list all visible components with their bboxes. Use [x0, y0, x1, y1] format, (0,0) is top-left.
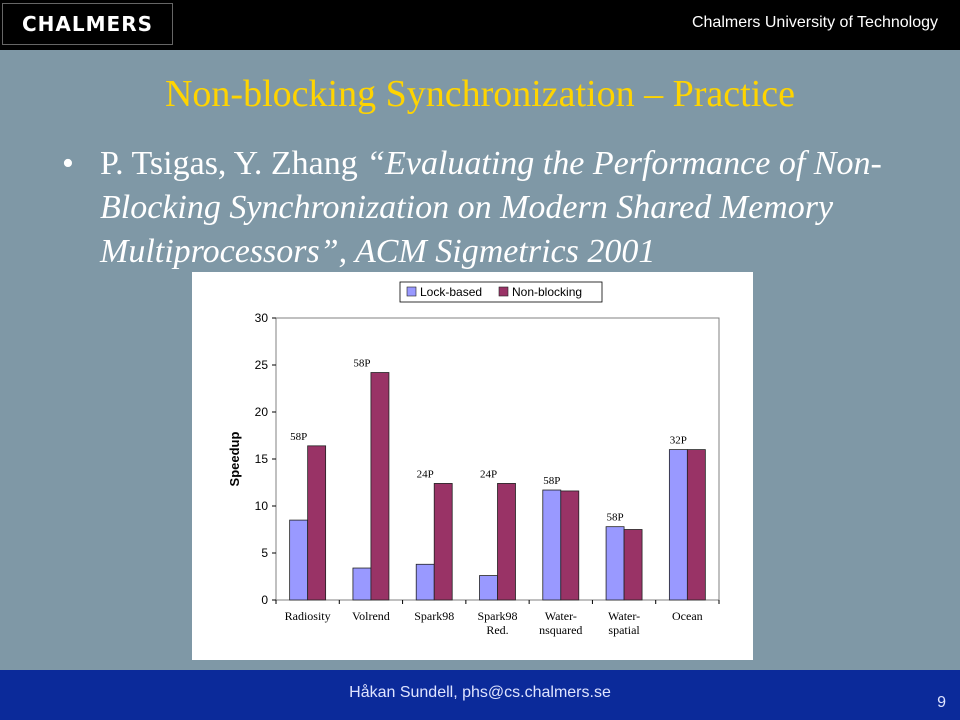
- bar-non-blocking: [623, 529, 643, 601]
- legend-label: Lock-based: [420, 285, 482, 299]
- category-label: Ocean: [672, 609, 703, 623]
- y-tick-label: 25: [255, 358, 269, 372]
- category-label: Spark98: [414, 609, 454, 623]
- processor-label: 58P: [543, 475, 560, 487]
- processor-label: 58P: [290, 431, 307, 443]
- category-label: Radiosity: [285, 609, 331, 623]
- legend-label: Non-blocking: [512, 285, 582, 299]
- legend-swatch: [498, 286, 509, 297]
- chart-legend: Lock-based Non-blocking: [399, 281, 603, 303]
- bar-non-blocking: [560, 490, 580, 601]
- chalmers-logo: CHALMERS: [2, 3, 173, 45]
- bar-non-blocking: [497, 483, 516, 601]
- bar-lock-based: [479, 575, 498, 601]
- plot-area: 0 5 10 15 20 25 30 Speedup 58P Radiosity 58P Volren…: [227, 311, 720, 637]
- y-tick-label: 5: [261, 546, 268, 560]
- chart-svg: Lock-based Non-blocking 0 5 10 15 20 25 30 Speed…: [227, 281, 720, 637]
- category-label: Water-nsquared: [539, 609, 582, 637]
- y-tick-label: 0: [261, 593, 268, 607]
- bar-non-blocking: [433, 483, 453, 601]
- processor-label: 24P: [417, 468, 434, 480]
- category-label: Volrend: [352, 609, 390, 623]
- y-axis-label: Speedup: [227, 431, 242, 486]
- legend-swatch: [406, 286, 417, 297]
- category-label: Water-spatial: [608, 609, 640, 637]
- footer-bar: Håkan Sundell, phs@cs.chalmers.se 9: [0, 670, 960, 720]
- bullet-item: • P. Tsigas, Y. Zhang “Evaluating the Pe…: [62, 142, 922, 274]
- page-number: 9: [937, 694, 946, 711]
- footer-author: Håkan Sundell, phs@cs.chalmers.se: [349, 684, 611, 701]
- bar-lock-based: [415, 563, 435, 601]
- bullet-text: P. Tsigas, Y. Zhang “Evaluating the Perf…: [100, 142, 922, 274]
- bar-lock-based: [668, 449, 688, 601]
- citation-paper: “Evaluating the Performance of Non-Block…: [100, 145, 882, 270]
- processor-label: 24P: [480, 468, 497, 480]
- y-tick-label: 10: [255, 499, 269, 513]
- processor-label: 32P: [670, 435, 687, 447]
- processor-label: 58P: [607, 512, 624, 524]
- y-tick-label: 20: [255, 405, 269, 419]
- bar-lock-based: [605, 526, 625, 601]
- bar-lock-based: [289, 519, 309, 601]
- processor-label: 58P: [353, 358, 370, 370]
- citation-authors: P. Tsigas, Y. Zhang: [100, 145, 358, 182]
- speedup-chart: Lock-based Non-blocking 0 5 10 15 20 25 30 Speed…: [192, 272, 753, 660]
- bar-non-blocking: [307, 445, 327, 601]
- slide-title: Non-blocking Synchronization – Practice: [164, 73, 795, 115]
- bar-lock-based: [352, 567, 372, 601]
- bar-non-blocking: [686, 449, 706, 601]
- bar-lock-based: [542, 489, 562, 601]
- header-bar: CHALMERS Chalmers University of Technolo…: [0, 0, 960, 50]
- y-tick-label: 15: [255, 452, 269, 466]
- university-name: Chalmers University of Technology: [691, 14, 938, 31]
- category-label: Spark98 Red.: [478, 609, 518, 637]
- bar-non-blocking: [370, 372, 390, 601]
- y-tick-label: 30: [255, 311, 269, 325]
- bullet-icon: •: [62, 145, 74, 182]
